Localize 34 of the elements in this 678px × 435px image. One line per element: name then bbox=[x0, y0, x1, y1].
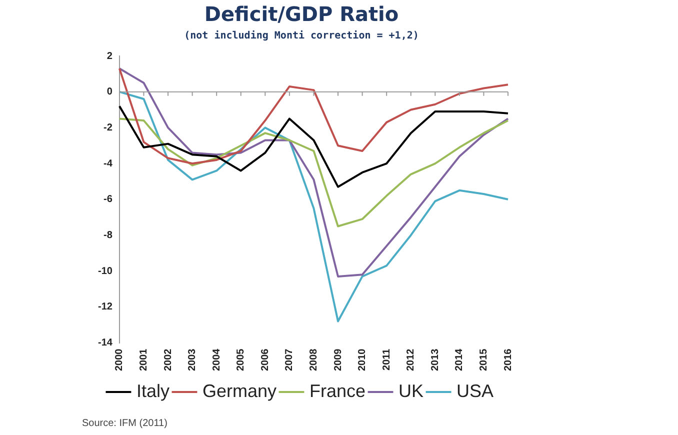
x-tick-label: 2003 bbox=[187, 348, 198, 372]
y-tick-label: -12 bbox=[98, 302, 113, 313]
y-tick-label: -2 bbox=[104, 122, 113, 134]
x-tick-label: 2000 bbox=[114, 348, 126, 372]
legend-label: UK bbox=[398, 380, 424, 401]
x-tick-label: 2004 bbox=[211, 348, 222, 372]
y-tick-label: -6 bbox=[104, 194, 113, 206]
x-tick-label: 2007 bbox=[284, 348, 296, 372]
x-tick-label: 2010 bbox=[357, 348, 368, 372]
y-tick-label: -14 bbox=[98, 338, 113, 349]
x-tick-label: 2009 bbox=[332, 348, 344, 372]
legend-label: Italy bbox=[136, 380, 170, 401]
x-tick-label: 2006 bbox=[260, 348, 271, 372]
x-tick-label: 2001 bbox=[138, 348, 150, 372]
y-tick-label: -4 bbox=[104, 158, 113, 170]
y-tick-label: 0 bbox=[106, 86, 113, 98]
y-tick-label: 2 bbox=[106, 50, 113, 62]
x-tick-label: 2016 bbox=[502, 348, 514, 372]
y-tick-label: -10 bbox=[98, 266, 113, 277]
legend-label: USA bbox=[456, 380, 494, 401]
x-tick-label: 2015 bbox=[478, 348, 490, 372]
x-tick-label: 2013 bbox=[430, 348, 441, 372]
x-tick-label: 2011 bbox=[381, 348, 392, 370]
y-tick-label: -8 bbox=[104, 230, 113, 241]
chart-title: Deficit/GDP Ratio bbox=[204, 2, 399, 26]
chart-subtitle: (not including Monti correction = +1,2) bbox=[184, 30, 419, 42]
x-tick-label: 2008 bbox=[308, 348, 320, 372]
source-note: Source: IFM (2011) bbox=[82, 418, 168, 429]
x-tick-label: 2005 bbox=[236, 348, 247, 372]
x-tick-label: 2012 bbox=[406, 348, 417, 372]
legend-label: France bbox=[310, 380, 366, 401]
x-tick-label: 2014 bbox=[454, 348, 466, 372]
x-tick-label: 2002 bbox=[162, 348, 174, 372]
legend-label: Germany bbox=[202, 380, 277, 401]
